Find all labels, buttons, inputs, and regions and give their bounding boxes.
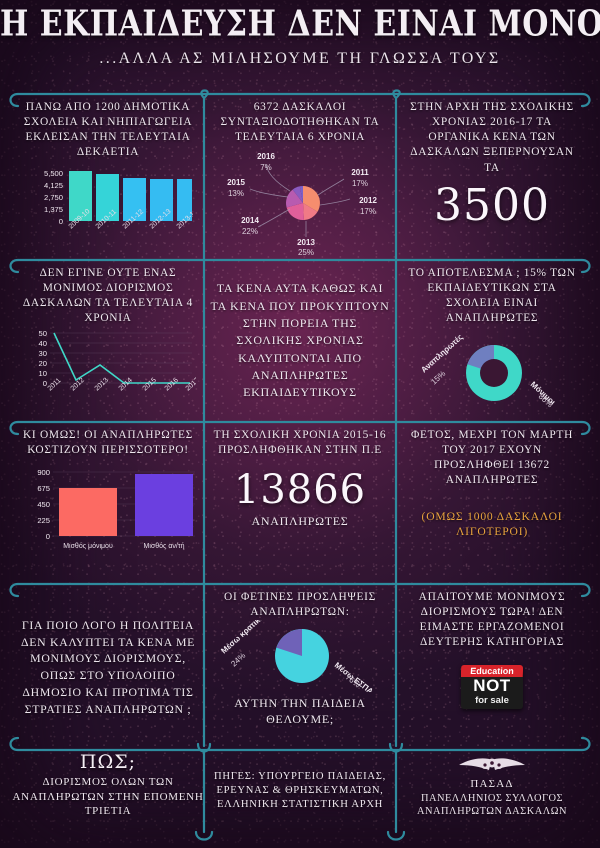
- svg-text:22%: 22%: [242, 227, 258, 236]
- cell-cost-comparison-text: ΚΙ ΟΜΩΣ! ΟΙ ΑΝΑΠΛΗΡΩΤΕΣ ΚΟΣΤΙΖΟΥΝ ΠΕΡΙΣΣ…: [22, 429, 194, 457]
- svg-text:2012: 2012: [70, 376, 86, 392]
- retirements-pie-chart: 2016 7% 2015 13% 2014 22% 2013 25% 2011 …: [227, 152, 377, 255]
- content-grid: ΠΑΝΩ ΑΠΟ 1200 ΔΗΜΟΤΙΚΑ ΣΧΟΛΕΙΑ ΚΑΙ ΝΗΠΙΑ…: [9, 89, 591, 753]
- education-not-for-sale-badge: Education NOT for sale: [461, 664, 523, 709]
- svg-text:15%: 15%: [429, 369, 447, 386]
- svg-text:0: 0: [59, 217, 63, 226]
- svg-text:2016: 2016: [257, 152, 275, 161]
- cell-demand: ΑΠΑΙΤΟΥΜΕ ΜΟΝΙΜΟΥΣ ΔΙΟΡΙΣΜΟΥΣ ΤΩΡΑ! ΔΕΝ …: [396, 586, 588, 748]
- org-abbr: ΠΑΣΑΔ: [470, 778, 514, 790]
- svg-text:2012: 2012: [359, 196, 377, 205]
- svg-text:4,125: 4,125: [44, 181, 63, 190]
- svg-text:0: 0: [43, 379, 47, 388]
- cell-hired-2015-16-text: ΤΗ ΣΧΟΛΙΚΗ ΧΡΟΝΙΑ 2015-16 ΠΡΟΣΛΗΦΘΗΚΑΝ Σ…: [213, 429, 387, 457]
- svg-text:2014: 2014: [241, 216, 259, 225]
- svg-text:2017: 2017: [185, 376, 196, 392]
- svg-text:7%: 7%: [260, 163, 272, 172]
- cell-schools-closed: ΠΑΝΩ ΑΠΟ 1200 ΔΗΜΟΤΙΚΑ ΣΧΟΛΕΙΑ ΚΑΙ ΝΗΠΙΑ…: [12, 96, 204, 260]
- svg-text:Μισθός αν/τή: Μισθός αν/τή: [144, 542, 185, 550]
- pasad-logo-icon: [459, 758, 525, 770]
- page-subtitle: ...ΑΛΛΑ ΑΣ ΜΙΛΗΣΟΥΜΕ ΤΗ ΓΛΩΣΣΑ ΤΟΥΣ: [99, 49, 501, 67]
- svg-text:10: 10: [39, 369, 47, 378]
- svg-text:17%: 17%: [352, 179, 368, 188]
- organic-gaps-number: 3500: [434, 179, 550, 231]
- cell-substitute-share: ΤΟ ΑΠΟΤΕΛΕΣΜΑ ; 15% ΤΩΝ ΕΚΠΑΙΔΕΥΤΙΚΩΝ ΣΤ…: [396, 262, 588, 420]
- org-name: ΠΑΝΕΛΛΗΝΙΟΣ ΣΥΛΛΟΓΟΣ ΑΝΑΠΛΗΡΩΤΩΝ ΔΑΣΚΑΛΩ…: [417, 793, 567, 817]
- svg-text:2013: 2013: [94, 376, 110, 392]
- how-title: ΠΩΣ;: [79, 751, 137, 773]
- footer-sources: ΠΗΓΕΣ: ΥΠΟΥΡΓΕΙΟ ΠΑΙΔΕΙΑΣ, ΕΡΕΥΝΑΣ & ΘΡΗ…: [204, 770, 396, 812]
- svg-text:25%: 25%: [298, 248, 314, 255]
- cell-hired-2017: ΦΕΤΟΣ, ΜΕΧΡΙ ΤΟΝ ΜΑΡΤΗ ΤΟΥ 2017 ΕΧΟΥΝ ΠΡ…: [396, 424, 588, 582]
- page-title: Η ΕΚΠΑΙΔΕΥΣΗ ΔΕΝ ΕΙΝΑΙ ΜΟΝΟ ΑΡΙΘΜΟΙ: [0, 3, 600, 45]
- svg-text:2015: 2015: [227, 178, 245, 187]
- hiring-funding-pie-chart: Μέσω κρατικού 24% Μέσω ΕΣΠΑ 76%: [219, 620, 375, 692]
- schools-closed-bar-chart: 5,500 4,125 2,750 1,375 0 2009-10 2010-1…: [44, 169, 193, 230]
- cell-organic-gaps: ΣΤΗΝ ΑΡΧΗ ΤΗΣ ΣΧΟΛΙΚΗΣ ΧΡΟΝΙΑΣ 2016-17 Τ…: [396, 96, 588, 260]
- cell-hired-2017-text: ΦΕΤΟΣ, ΜΕΧΡΙ ΤΟΝ ΜΑΡΤΗ ΤΟΥ 2017 ΕΧΟΥΝ ΠΡ…: [411, 429, 573, 487]
- cell-hired-2015-16: ΤΗ ΣΧΟΛΙΚΗ ΧΡΟΝΙΑ 2015-16 ΠΡΟΣΛΗΦΘΗΚΑΝ Σ…: [204, 424, 396, 582]
- cell-schools-closed-text: ΠΑΝΩ ΑΠΟ 1200 ΔΗΜΟΤΙΚΑ ΣΧΟΛΕΙΑ ΚΑΙ ΝΗΠΙΑ…: [23, 101, 193, 159]
- svg-text:5,500: 5,500: [44, 169, 63, 178]
- hired-2017-note: (ΟΜΩΣ 1000 ΔΑΣΚΑΛΟΙ ΛΙΓΟΤΕΡΟΙ): [421, 509, 563, 539]
- footer-band: ΠΩΣ; ΔΙΟΡΙΣΜΟΣ ΟΛΩΝ ΤΩΝ ΑΝΑΠΛΗΡΩΤΩΝ ΣΤΗΝ…: [12, 750, 588, 844]
- svg-text:1,375: 1,375: [44, 205, 63, 214]
- svg-text:2011: 2011: [47, 377, 63, 392]
- badge-line-for-sale: for sale: [475, 694, 509, 706]
- badge-line-not: NOT: [473, 675, 511, 695]
- how-text: ΔΙΟΡΙΣΜΟΣ ΟΛΩΝ ΤΩΝ ΑΝΑΠΛΗΡΩΤΩΝ ΣΤΗΝ ΕΠΟΜ…: [12, 775, 204, 818]
- svg-text:450: 450: [37, 500, 50, 509]
- donut-label-substitutes: Αναπληρωτές: [419, 332, 464, 374]
- cell-no-permanent-appointments-text: ΔΕΝ ΕΓΙΝΕ ΟΥΤΕ ΕΝΑΣ ΜΟΝΙΜΟΣ ΔΙΟΡΙΣΜΟΣ ΔΑ…: [22, 267, 194, 325]
- cell-substitute-share-text: ΤΟ ΑΠΟΤΕΛΕΣΜΑ ; 15% ΤΩΝ ΕΚΠΑΙΔΕΥΤΙΚΩΝ ΣΤ…: [408, 267, 576, 325]
- permanent-appointments-line-chart: 50 40 30 20 10 0 2011 2012 2013 2014 201…: [39, 329, 196, 392]
- svg-text:13%: 13%: [228, 189, 244, 198]
- svg-text:50: 50: [39, 329, 47, 338]
- svg-text:2011: 2011: [351, 168, 369, 177]
- teachers-share-donut-chart: Αναπληρωτές 15% Μόνιμοι 85%: [419, 332, 557, 409]
- cell-hiring-funding-text: ΟΙ ΦΕΤΙΝΕΣ ΠΡΟΣΛΗΨΕΙΣ ΑΝΑΠΛΗΡΩΤΩΝ:: [224, 591, 376, 619]
- cell-retirements: 6372 ΔΑΣΚΑΛΟΙ ΣΥΝΤΑΞΙΟΔΟΤΗΘΗΚΑΝ ΤΑ ΤΕΛΕΥ…: [204, 96, 396, 260]
- cell-cost-comparison: ΚΙ ΟΜΩΣ! ΟΙ ΑΝΑΠΛΗΡΩΤΕΣ ΚΟΣΤΙΖΟΥΝ ΠΕΡΙΣΣ…: [12, 424, 204, 582]
- cell-no-permanent-appointments: ΔΕΝ ΕΓΙΝΕ ΟΥΤΕ ΕΝΑΣ ΜΟΝΙΜΟΣ ΔΙΟΡΙΣΜΟΣ ΔΑ…: [12, 262, 204, 420]
- poster-header: Η ΕΚΠΑΙΔΕΥΣΗ ΔΕΝ ΕΙΝΑΙ ΜΟΝΟ ΑΡΙΘΜΟΙ ...Α…: [0, 6, 600, 68]
- svg-text:40: 40: [39, 339, 47, 348]
- svg-text:Μισθός μόνιμου: Μισθός μόνιμου: [63, 542, 113, 550]
- footer-frame: [194, 750, 406, 841]
- svg-text:30: 30: [39, 349, 47, 358]
- svg-text:2015: 2015: [142, 376, 158, 392]
- badge-line-education: Education: [461, 664, 523, 677]
- hired-2015-16-number: 13866: [233, 467, 367, 514]
- svg-text:17%: 17%: [360, 207, 376, 216]
- cell-organic-gaps-text: ΣΤΗΝ ΑΡΧΗ ΤΗΣ ΣΧΟΛΙΚΗΣ ΧΡΟΝΙΑΣ 2016-17 Τ…: [410, 101, 574, 174]
- cell-gaps-covered: ΤΑ ΚΕΝΑ ΑΥΤΑ ΚΑΘΩΣ ΚΑΙ ΤΑ ΚΕΝΑ ΠΟΥ ΠΡΟΚΥ…: [204, 262, 396, 420]
- cell-why-question-text: ΓΙΑ ΠΟΙΟ ΛΟΓΟ Η ΠΟΛΙΤΕΙΑ ΔΕΝ ΚΑΛΥΠΤΕΙ ΤΑ…: [20, 617, 196, 716]
- svg-text:2,750: 2,750: [44, 193, 63, 202]
- cell-demand-text: ΑΠΑΙΤΟΥΜΕ ΜΟΝΙΜΟΥΣ ΔΙΟΡΙΣΜΟΥΣ ΤΩΡΑ! ΔΕΝ …: [418, 591, 566, 649]
- sources-text: ΠΗΓΕΣ: ΥΠΟΥΡΓΕΙΟ ΠΑΙΔΕΙΑΣ, ΕΡΕΥΝΑΣ & ΘΡΗ…: [214, 771, 386, 811]
- cell-hiring-funding-footer: ΑΥΤΗΝ ΤΗΝ ΠΑΙΔΕΙΑ ΘΕΛΟΥΜΕ;: [234, 696, 366, 727]
- cell-retirements-text: 6372 ΔΑΣΚΑΛΟΙ ΣΥΝΤΑΞΙΟΔΟΤΗΘΗΚΑΝ ΤΑ ΤΕΛΕΥ…: [220, 101, 380, 144]
- svg-text:2016: 2016: [164, 376, 180, 392]
- hired-2015-16-caption: ΑΝΑΠΛΗΡΩΤΕΣ: [251, 514, 349, 529]
- svg-text:20: 20: [39, 359, 47, 368]
- pie-label-state: Μέσω κρατικού: [219, 620, 269, 655]
- svg-text:2013: 2013: [297, 238, 315, 247]
- svg-text:900: 900: [37, 468, 50, 477]
- salary-cost-bar-chart: 900 675 450 225 0 Μισθός μόνιμου Μισθός …: [37, 468, 195, 550]
- svg-text:675: 675: [37, 484, 50, 493]
- svg-text:0: 0: [46, 532, 50, 541]
- footer-organization: ΠΑΣΑΔ ΠΑΝΕΛΛΗΝΙΟΣ ΣΥΛΛΟΓΟΣ ΑΝΑΠΛΗΡΩΤΩΝ Δ…: [396, 756, 588, 818]
- cell-why-question: ΓΙΑ ΠΟΙΟ ΛΟΓΟ Η ΠΟΛΙΤΕΙΑ ΔΕΝ ΚΑΛΥΠΤΕΙ ΤΑ…: [12, 586, 204, 748]
- cell-gaps-covered-text: ΤΑ ΚΕΝΑ ΑΥΤΑ ΚΑΘΩΣ ΚΑΙ ΤΑ ΚΕΝΑ ΠΟΥ ΠΡΟΚΥ…: [210, 281, 390, 400]
- footer-how: ΠΩΣ; ΔΙΟΡΙΣΜΟΣ ΟΛΩΝ ΤΩΝ ΑΝΑΠΛΗΡΩΤΩΝ ΣΤΗΝ…: [12, 752, 204, 819]
- svg-text:225: 225: [37, 516, 50, 525]
- cell-hiring-funding: ΟΙ ΦΕΤΙΝΕΣ ΠΡΟΣΛΗΨΕΙΣ ΑΝΑΠΛΗΡΩΤΩΝ: Μέσω …: [204, 586, 396, 748]
- svg-text:24%: 24%: [229, 651, 247, 668]
